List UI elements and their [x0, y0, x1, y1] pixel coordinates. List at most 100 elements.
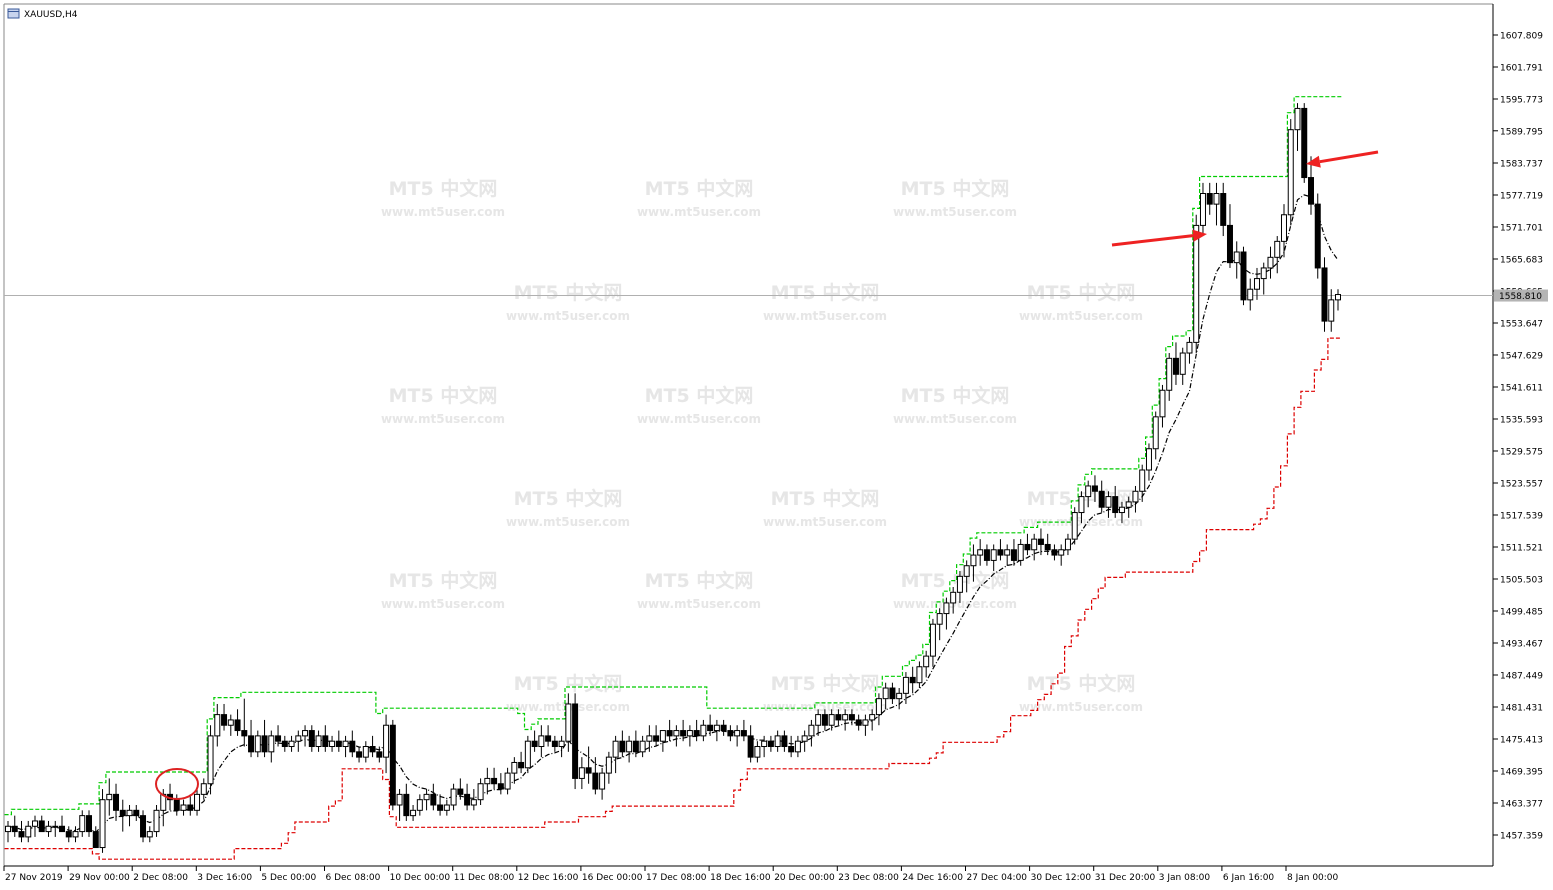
candle [342, 735, 349, 758]
candle-body-bull [605, 756, 612, 774]
candle-body-bull [1274, 240, 1281, 258]
price-tick-label: 1487.449 [1500, 672, 1543, 682]
candle [457, 778, 464, 800]
candle-body-bull [288, 740, 295, 748]
candle [221, 703, 228, 731]
candle-body-bull [673, 730, 680, 737]
candle-body-bear [92, 831, 99, 849]
candle [234, 709, 241, 736]
candle-body-bear [38, 820, 45, 833]
candle [416, 794, 423, 816]
watermark-url: www.mt5user.com [893, 205, 1017, 219]
candle-body-bull [227, 719, 234, 726]
candle-body-bear [680, 730, 687, 737]
candle [38, 815, 45, 833]
candle [923, 650, 930, 678]
candle [1301, 103, 1308, 183]
time-tick-label: 6 Dec 08:00 [326, 873, 381, 883]
candle [626, 735, 633, 763]
candle-body-bear [551, 740, 558, 748]
candle-body-bull [511, 761, 518, 774]
candle [612, 735, 619, 774]
candle-body-bear [727, 730, 734, 737]
candle-body-bull [214, 714, 221, 737]
candle-body-bull [626, 740, 633, 753]
candle-body-bull [52, 825, 59, 828]
candle [1321, 257, 1328, 332]
candle [59, 815, 66, 833]
arrow-head [1306, 155, 1321, 168]
candle-body-bull [268, 735, 275, 753]
time-tick-label: 10 Dec 00:00 [390, 873, 451, 883]
candle [983, 544, 990, 566]
candle [511, 757, 518, 784]
candle [632, 730, 639, 758]
price-tick-label: 1547.629 [1500, 352, 1543, 362]
watermark-title: MT5 中文网 [645, 384, 754, 407]
candle [268, 730, 275, 763]
candle [1071, 507, 1078, 545]
candle [551, 735, 558, 752]
candle [1226, 204, 1233, 268]
candle-body-bull [329, 740, 336, 748]
price-tick-label: 1595.773 [1500, 96, 1543, 106]
watermark-url: www.mt5user.com [763, 515, 887, 529]
watermark-title: MT5 中文网 [389, 384, 498, 407]
price-tick-label: 1463.377 [1500, 800, 1543, 810]
price-tick-label: 1535.593 [1500, 416, 1543, 426]
watermark-title: MT5 中文网 [514, 487, 623, 510]
watermark-title: MT5 中文网 [901, 384, 1010, 407]
watermark-url: www.mt5user.com [381, 412, 505, 426]
candle [1328, 289, 1335, 332]
candle-body-bear [119, 809, 126, 817]
candle-body-bull [875, 698, 882, 716]
candle [929, 618, 936, 667]
candle-body-bull [943, 602, 950, 615]
candle-body-bull [207, 735, 214, 785]
time-tick-label: 30 Dec 12:00 [1031, 873, 1092, 883]
candle [133, 805, 140, 821]
candle [1031, 533, 1038, 561]
candle [747, 725, 754, 763]
candle [261, 719, 268, 758]
time-tick-label: 2 Dec 08:00 [133, 873, 188, 883]
candle-body-bull [1071, 512, 1078, 540]
candle [52, 820, 59, 837]
candle [970, 544, 977, 582]
candle [680, 719, 687, 742]
candle-body-bull [882, 687, 889, 700]
time-tick-label: 27 Dec 04:00 [967, 873, 1028, 883]
candle-body-bull [977, 549, 984, 556]
candle [11, 815, 18, 837]
candle [1213, 182, 1220, 226]
candle-body-bear [997, 549, 1004, 556]
candle-body-bull [504, 772, 511, 790]
price-tick-label: 1481.431 [1500, 704, 1543, 714]
candle-body-bear [308, 730, 315, 748]
candle-body-bull [254, 735, 261, 753]
candle [275, 725, 282, 747]
candle [1004, 544, 1011, 566]
candle-body-bull [1213, 193, 1220, 205]
candle [153, 805, 160, 837]
watermark-url: www.mt5user.com [506, 515, 630, 529]
candle [497, 773, 504, 795]
candle-body-bull [1078, 496, 1085, 514]
candle-body-bear [349, 740, 356, 753]
candle-body-bear [788, 746, 795, 753]
candle [1064, 533, 1071, 556]
candle [1240, 246, 1247, 306]
candle-body-bull [1139, 469, 1146, 492]
watermark-url: www.mt5user.com [893, 412, 1017, 426]
candle-body-bull [1105, 496, 1112, 508]
candle-body-bull [1267, 256, 1274, 269]
candle-body-bull [808, 724, 815, 737]
candle-body-bull [794, 740, 801, 753]
candle [1152, 411, 1159, 460]
time-tick-label: 16 Dec 00:00 [582, 873, 643, 883]
candle-body-bull [538, 735, 545, 748]
candle [362, 741, 369, 763]
candle [700, 719, 707, 742]
candle [1280, 204, 1287, 258]
